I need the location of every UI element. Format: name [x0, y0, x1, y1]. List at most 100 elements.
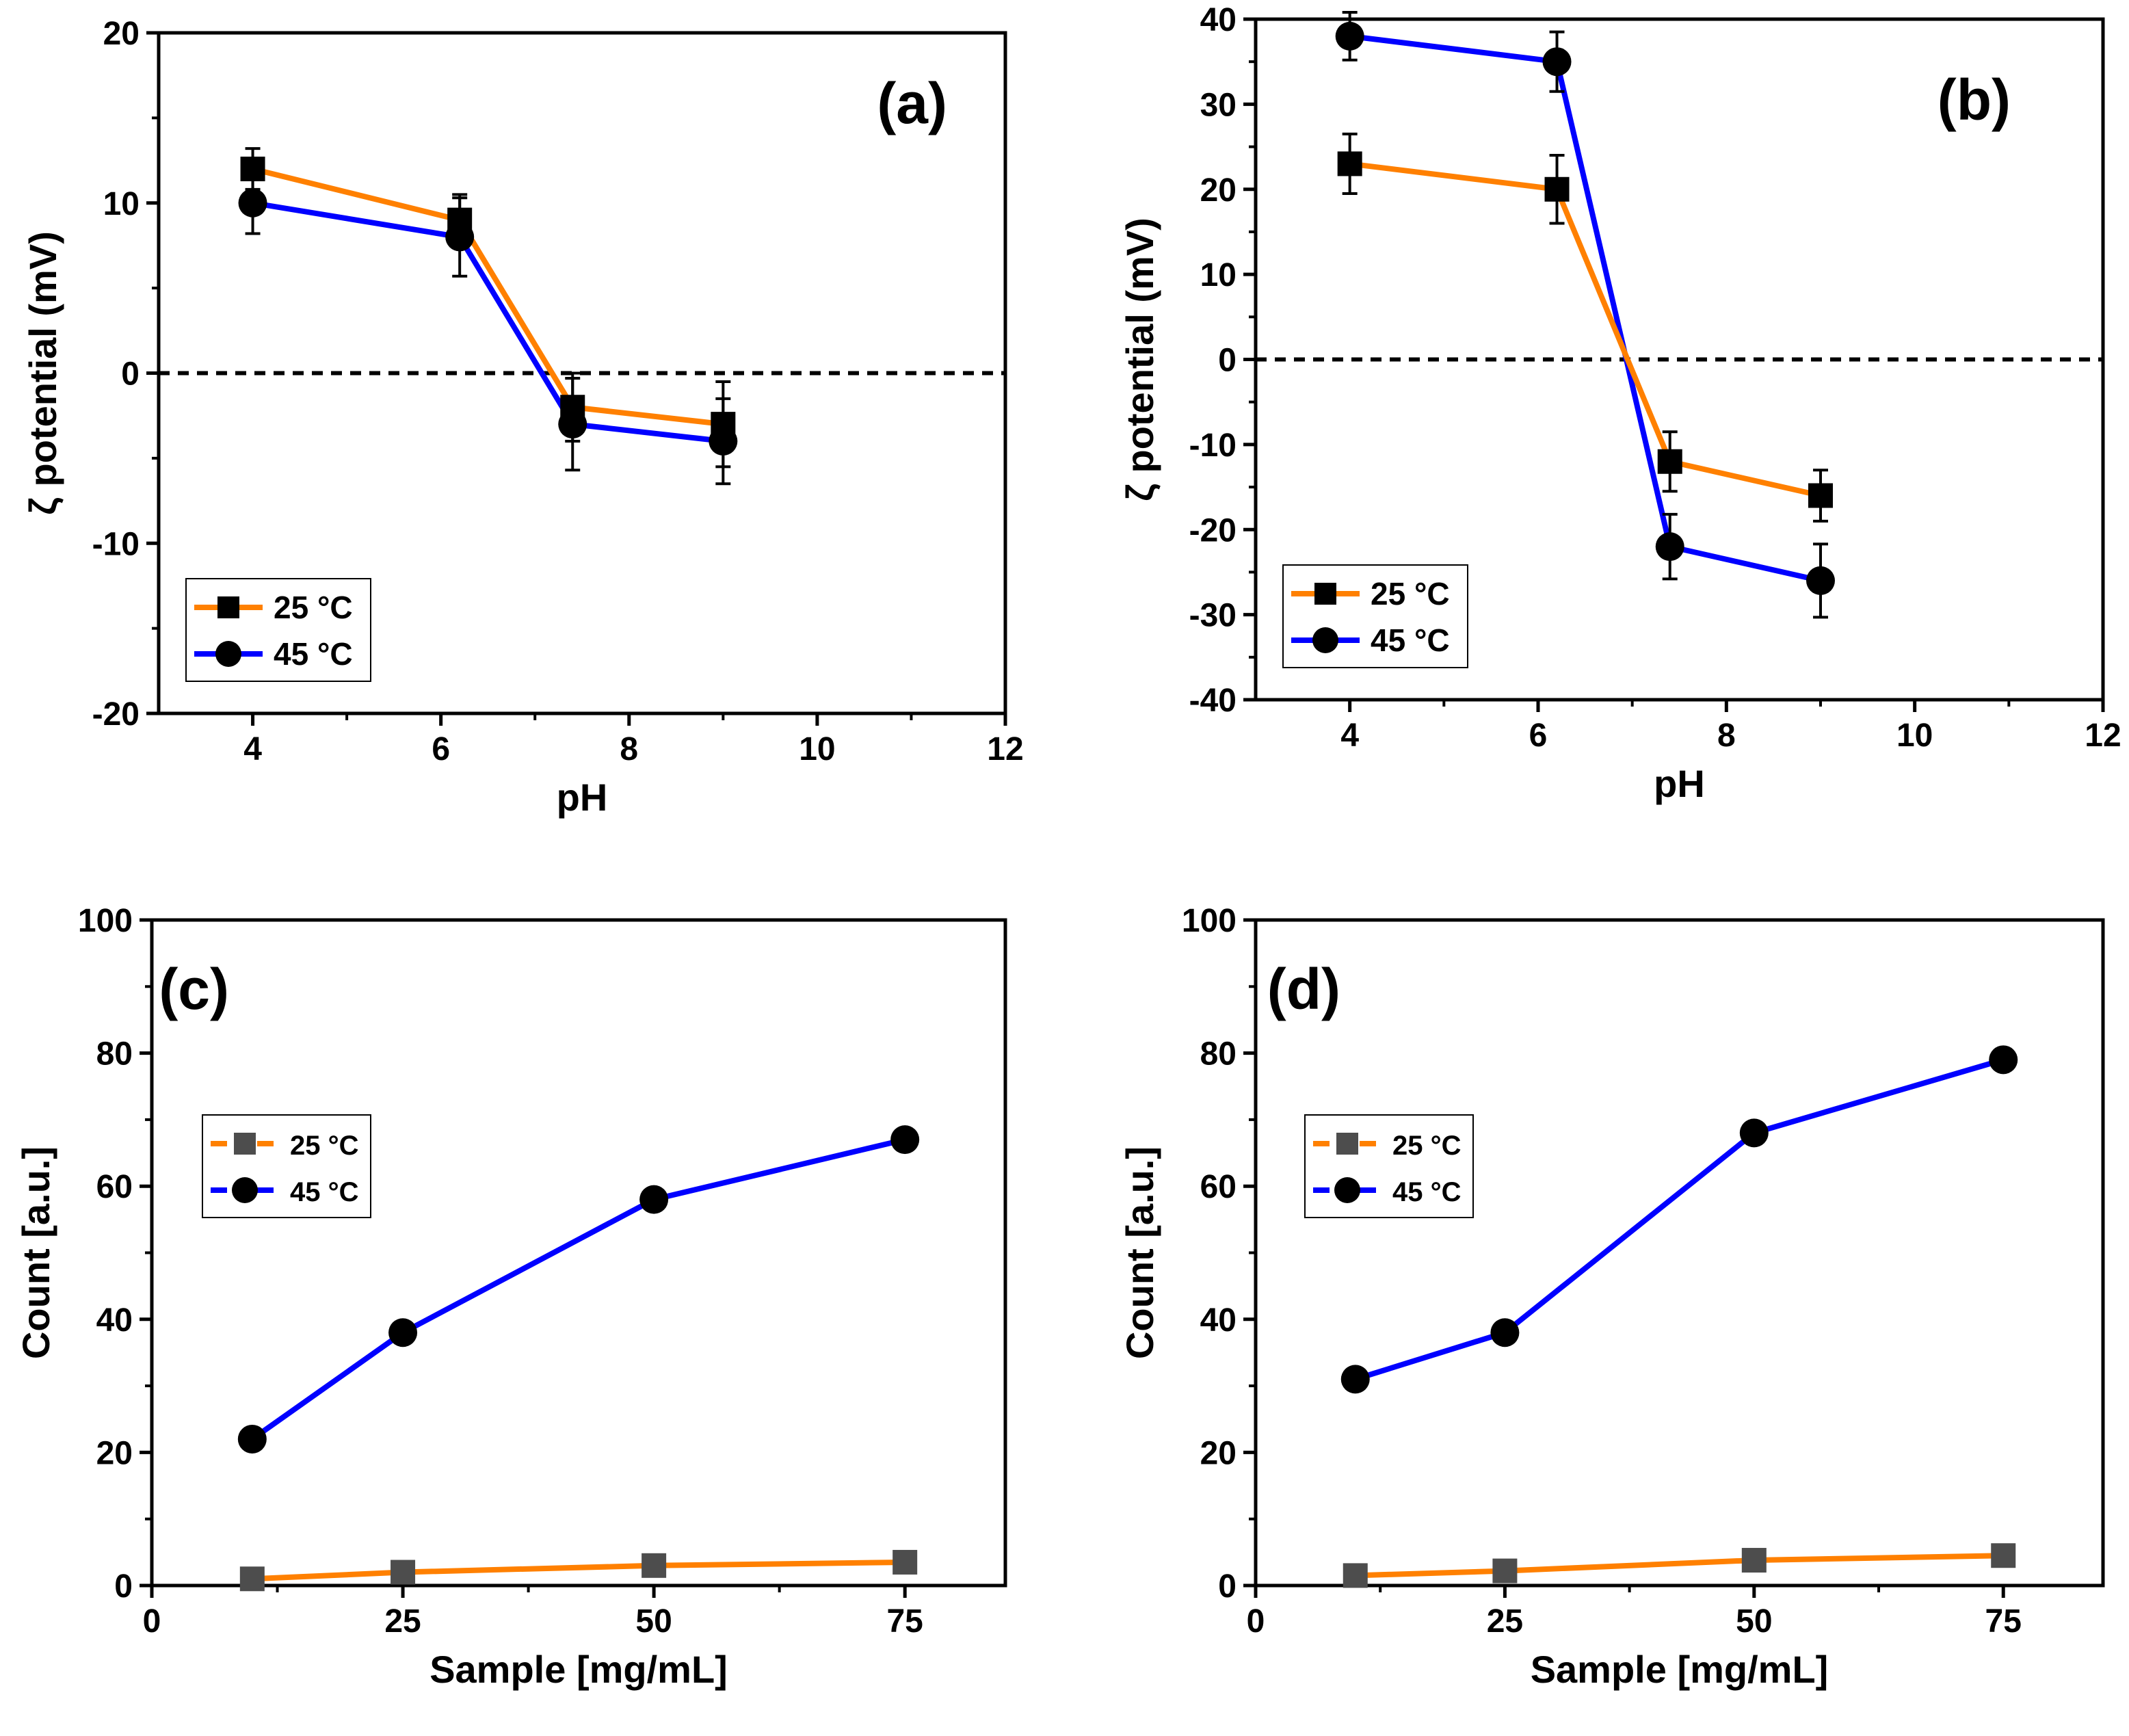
- x-tick-label: 6: [432, 731, 450, 767]
- y-tick-label: -20: [92, 696, 140, 733]
- data-point-25C: [1808, 483, 1833, 508]
- data-point-25C: [1337, 151, 1362, 176]
- legend-label: 25 °C: [274, 590, 353, 625]
- data-point-25C: [240, 157, 265, 181]
- data-point-45C: [1542, 47, 1572, 77]
- y-axis-label: ζ potential (mV): [1118, 218, 1161, 501]
- legend: 25 °C 45 °C: [202, 1114, 371, 1218]
- data-point-45C: [237, 1424, 267, 1454]
- y-tick-label: 20: [1200, 172, 1237, 209]
- y-tick-label: 0: [114, 1568, 133, 1605]
- x-tick-label: 50: [1736, 1603, 1772, 1640]
- y-tick-label: 0: [1218, 343, 1237, 379]
- panel-label: (a): [877, 71, 947, 135]
- legend-box: [1304, 1114, 1474, 1218]
- legend-label: 25 °C: [290, 1131, 359, 1161]
- data-point-25C: [1741, 1548, 1767, 1573]
- x-tick-label: 0: [143, 1603, 161, 1640]
- data-point-45C: [1335, 21, 1364, 51]
- data-point-45C: [1806, 566, 1835, 595]
- data-point-25C: [447, 207, 473, 233]
- legend-box: [185, 578, 371, 682]
- legend-label: 45 °C: [274, 636, 353, 672]
- y-tick-label: -10: [92, 526, 140, 562]
- legend-label: 45 °C: [1392, 1177, 1462, 1207]
- y-tick-label: 20: [103, 16, 140, 52]
- x-tick-label: 4: [1340, 718, 1359, 754]
- x-axis-label: Sample [mg/mL]: [1531, 1648, 1829, 1691]
- legend-marker-45C: [1312, 627, 1338, 653]
- legend-marker-25C: [1336, 1133, 1358, 1155]
- data-point-45C: [388, 1318, 418, 1347]
- y-tick-label: -20: [1189, 512, 1237, 549]
- y-tick-label: -10: [1189, 428, 1237, 464]
- series-line-25C: [252, 166, 724, 428]
- panel-label: (b): [1938, 68, 2011, 132]
- data-point-45C: [1739, 1118, 1769, 1148]
- data-point-25C: [642, 1553, 667, 1578]
- legend-box: [1282, 564, 1468, 668]
- y-tick-label: 20: [1200, 1435, 1237, 1471]
- y-tick-label: 30: [1200, 87, 1237, 123]
- data-point-25C: [892, 1549, 918, 1575]
- series-line-25C: [1355, 1553, 2004, 1579]
- data-point-45C: [1490, 1318, 1520, 1347]
- series-line-25C: [252, 1559, 905, 1582]
- data-point-45C: [1340, 1365, 1370, 1394]
- data-point-25C: [391, 1560, 416, 1585]
- y-axis-label: Count [a.u.]: [1118, 1146, 1161, 1359]
- x-tick-label: 0: [1247, 1603, 1265, 1640]
- data-point-25C: [1544, 176, 1570, 202]
- y-tick-label: 20: [96, 1435, 133, 1471]
- x-tick-label: 75: [1985, 1603, 2022, 1640]
- x-tick-label: 12: [987, 731, 1023, 767]
- legend: 25 °C 45 °C: [1304, 1114, 1474, 1218]
- x-tick-label: 50: [635, 1603, 672, 1640]
- y-tick-label: 10: [1200, 257, 1237, 293]
- x-tick-label: 25: [1487, 1603, 1523, 1640]
- plot-frame: [1254, 918, 2105, 1588]
- x-tick-label: 75: [886, 1603, 923, 1640]
- y-tick-label: 60: [1200, 1169, 1237, 1205]
- series-line-45C: [1354, 1057, 2005, 1382]
- series-line-45C: [1349, 33, 1821, 583]
- x-tick-label: 8: [620, 731, 638, 767]
- y-tick-label: 10: [103, 186, 140, 222]
- data-point-25C: [1492, 1558, 1518, 1583]
- data-point-45C: [890, 1125, 920, 1155]
- y-tick-label: 80: [1200, 1036, 1237, 1073]
- data-point-25C: [1991, 1543, 2016, 1568]
- data-point-25C: [711, 412, 736, 437]
- y-tick-label: 40: [96, 1302, 133, 1339]
- legend-marker-45C: [232, 1177, 258, 1203]
- x-tick-label: 12: [2085, 718, 2121, 754]
- y-tick-label: 0: [121, 356, 140, 393]
- y-tick-label: 80: [96, 1036, 133, 1073]
- data-point-25C: [1343, 1563, 1368, 1588]
- x-tick-label: 25: [384, 1603, 421, 1640]
- chart-panel-d: 0 25 50 75 0 20 40 60 80 100 Sample [mg/mL] Count […: [1118, 903, 2105, 1691]
- x-axis-label: pH: [1654, 762, 1705, 805]
- legend: 25 °C 45 °C: [185, 578, 371, 682]
- legend-label: 25 °C: [1371, 576, 1450, 611]
- series-line-25C: [1349, 161, 1821, 499]
- legend-box: [202, 1114, 371, 1218]
- y-tick-label: 100: [1182, 903, 1237, 939]
- y-tick-label: 40: [1200, 1302, 1237, 1339]
- y-axis-label: Count [a.u.]: [14, 1146, 57, 1359]
- data-point-25C: [239, 1566, 265, 1592]
- y-tick-label: -30: [1189, 598, 1237, 634]
- y-axis-label: ζ potential (mV): [21, 231, 64, 515]
- legend-label: 45 °C: [1371, 622, 1450, 658]
- legend-marker-45C: [1334, 1177, 1360, 1203]
- y-tick-label: 0: [1218, 1568, 1237, 1605]
- series-line-45C: [250, 1137, 906, 1442]
- plot-frame: [150, 918, 1007, 1588]
- legend-marker-25C: [1314, 583, 1336, 605]
- x-tick-label: 6: [1529, 718, 1548, 754]
- y-tick-label: -40: [1189, 683, 1237, 719]
- data-point-45C: [1989, 1045, 2018, 1075]
- x-tick-label: 4: [243, 731, 262, 767]
- panel-label: (c): [159, 957, 229, 1021]
